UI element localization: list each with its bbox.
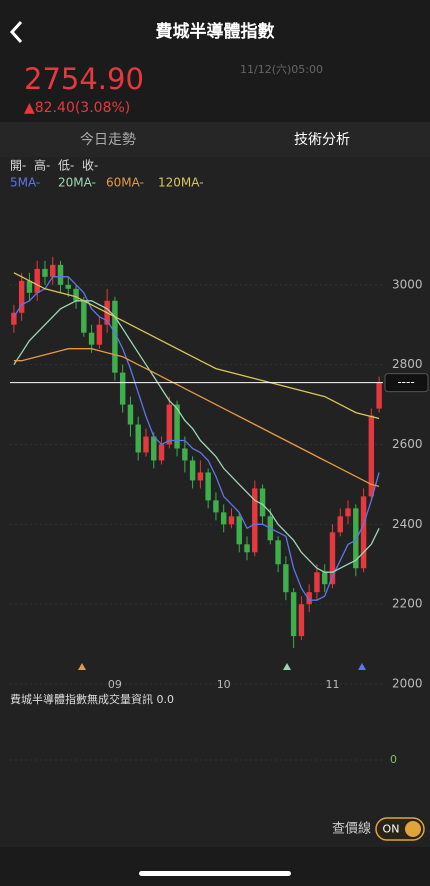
candle-body (50, 264, 56, 277)
toggle-knob (405, 821, 421, 837)
candle-body (197, 472, 204, 481)
candle-body (119, 372, 126, 405)
candle-body (88, 332, 95, 345)
x-tick-label: 10 (217, 678, 231, 691)
price: 2754.90 (24, 62, 144, 96)
ma-line (13, 300, 380, 573)
ohlc-item: 低- (58, 159, 74, 173)
tab[interactable]: 今日走勢 (80, 132, 136, 148)
candle-body (345, 508, 351, 517)
ma-line (13, 348, 380, 488)
candle-body (228, 516, 235, 525)
candle-body (26, 280, 33, 293)
ma-line (13, 276, 380, 601)
y-tick-label: 2600 (392, 437, 423, 451)
candle-body (329, 532, 336, 585)
candle-body (314, 572, 320, 593)
candle-body (42, 268, 48, 277)
signal-icon (283, 663, 291, 670)
legend-item: 5MA- (10, 176, 40, 190)
ohlc-legend: 開- 高- 低- 收- (10, 158, 98, 173)
y-tick-label: 3000 (392, 277, 423, 291)
tab-bar (0, 122, 430, 157)
legend-item: 120MA- (158, 176, 204, 190)
toggle-label: 查價線 (332, 821, 371, 837)
candle-body (337, 516, 343, 533)
candle-body (236, 516, 242, 545)
price-change: ▲82.40(3.08%) (24, 100, 130, 116)
y-tick-label: 2000 (392, 677, 423, 691)
candle-body (353, 508, 359, 569)
volume-label: 費城半導體指數無成交量資訊 0.0 (10, 692, 174, 706)
candle-body (189, 460, 196, 481)
candle-body (166, 404, 173, 445)
candle-body (73, 288, 79, 301)
candle-body (360, 496, 367, 569)
x-tick-label: 11 (325, 678, 339, 691)
candle-body (368, 415, 375, 497)
y-tick-label: 2800 (392, 357, 423, 371)
candle-body (18, 280, 25, 313)
ohlc-item: 開- (10, 159, 26, 173)
y-tick-label: 2400 (392, 517, 423, 531)
candle-body (275, 540, 281, 565)
chart: 2000 2200 2400 2600 2800 3000 09 10 11 ---- (10, 256, 429, 691)
candle-body (174, 404, 180, 449)
tab-active[interactable]: 技術分析 (294, 132, 350, 148)
candle-body (127, 404, 134, 425)
legend-item: 20MA- (58, 176, 96, 190)
candle-body (376, 382, 382, 409)
candle-body (81, 300, 87, 333)
price-line-tag (384, 373, 429, 393)
price-line-label: ---- (397, 375, 414, 389)
quote-time: 11/12(六)05:00 (240, 63, 323, 76)
candle-body (283, 564, 289, 593)
candle-body (252, 488, 258, 553)
page-title: 費城半導體指數 (156, 21, 275, 42)
x-tick-label: 09 (108, 678, 122, 691)
ohlc-item: 收- (82, 159, 98, 173)
volume-axis-label: 0 (390, 753, 397, 766)
candle-body (96, 324, 103, 345)
candle-body (57, 264, 64, 285)
candle-body (321, 572, 328, 585)
home-indicator (139, 871, 291, 876)
candle-body (143, 436, 149, 453)
candle-body (259, 488, 266, 517)
candle-body (298, 604, 305, 637)
ohlc-item: 高- (34, 158, 50, 173)
candle-body (11, 312, 17, 325)
candle-body (151, 436, 157, 461)
ma-line (13, 272, 380, 420)
candle-body (158, 444, 165, 461)
signal-icon (358, 663, 366, 670)
legend-item: 60MA- (106, 176, 144, 190)
candle-body (220, 512, 227, 525)
candle-body (34, 268, 40, 293)
y-tick-label: 2200 (392, 597, 423, 611)
candle-body (290, 592, 297, 637)
ma-legend: 5MA- 20MA- 60MA- 120MA- (10, 176, 204, 190)
signal-icon (78, 663, 86, 670)
toggle-state: ON (383, 823, 400, 836)
candle-body (65, 284, 72, 289)
candle-body (205, 472, 211, 501)
candle-body (244, 544, 250, 553)
candle-body (112, 300, 118, 373)
candle-body (135, 424, 141, 453)
candle-body (182, 448, 188, 461)
candle-body (306, 592, 312, 605)
back-button[interactable] (9, 20, 23, 44)
candle-body (213, 500, 219, 513)
